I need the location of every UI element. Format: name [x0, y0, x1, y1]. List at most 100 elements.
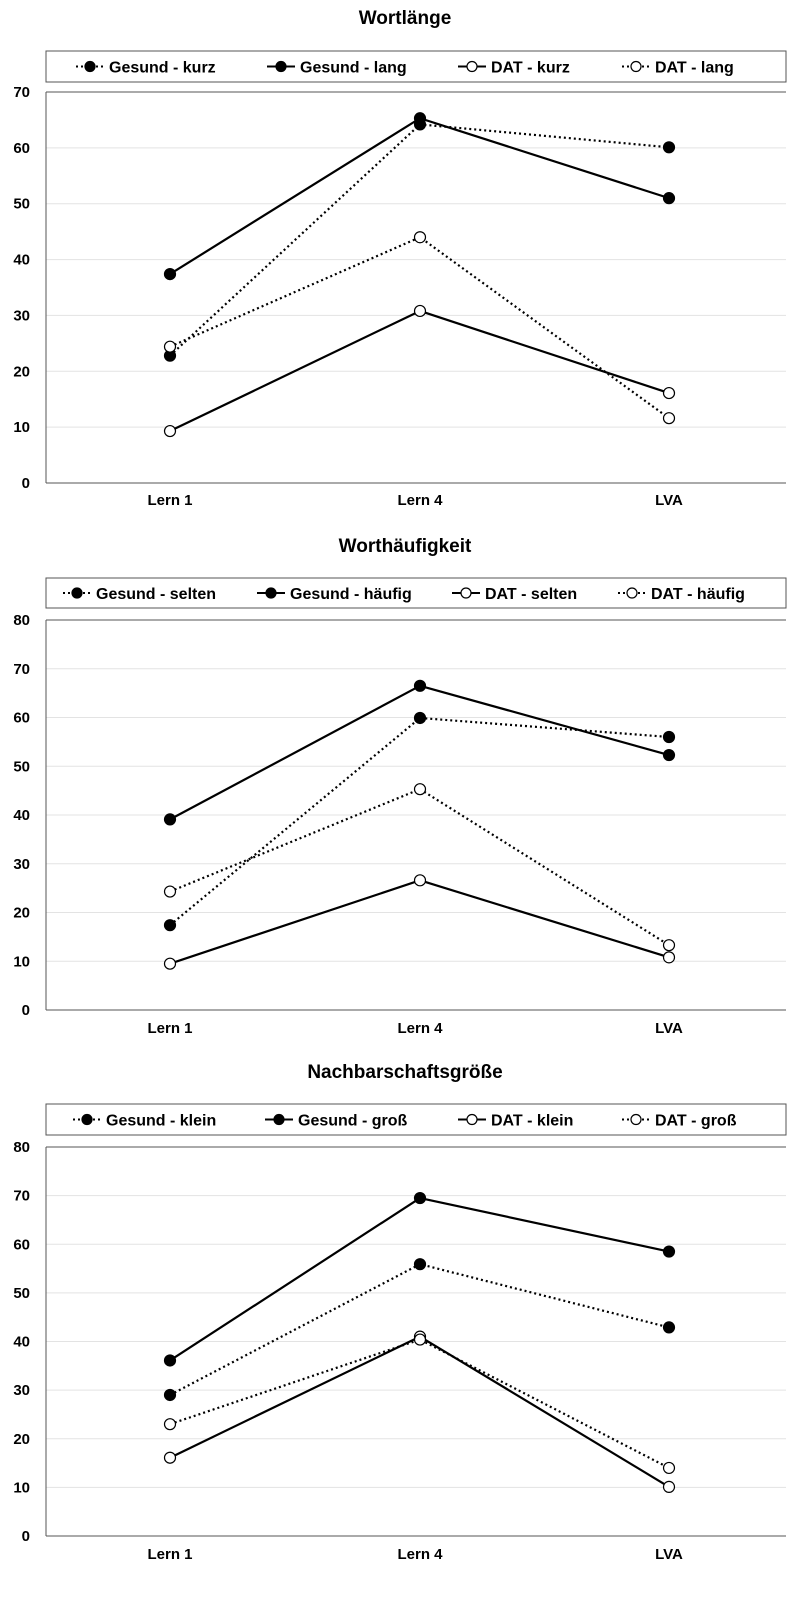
data-point: [662, 951, 676, 964]
series-line: [169, 1335, 670, 1488]
y-tick-label: 40: [13, 1334, 30, 1351]
y-tick-label: 10: [13, 1479, 30, 1496]
legend-entry: DAT - groß: [655, 1113, 737, 1130]
y-tick-label: 60: [13, 710, 30, 727]
data-point: [413, 1191, 427, 1205]
y-tick-label: 70: [13, 1188, 30, 1205]
series-line: [169, 117, 670, 276]
data-point: [163, 267, 177, 281]
y-tick-label: 0: [22, 475, 30, 492]
data-point: [662, 192, 676, 205]
chart-title: Worthäufigkeit: [339, 536, 472, 557]
legend-entry: DAT - kurz: [491, 60, 570, 77]
legend-entry: Gesund - klein: [106, 1113, 216, 1130]
y-tick-label: 0: [22, 1528, 30, 1545]
y-tick-label: 70: [13, 661, 30, 678]
x-tick-label: LVA: [655, 492, 683, 509]
legend-box: [45, 577, 787, 609]
data-point: [662, 1321, 676, 1334]
legend-entry: Gesund - lang: [300, 60, 407, 77]
legend-entry: Gesund - häufig: [290, 586, 412, 603]
data-point: [163, 1451, 177, 1464]
data-point: [662, 730, 676, 744]
y-tick-label: 60: [13, 140, 30, 157]
data-point: [163, 885, 177, 898]
data-point: [413, 711, 427, 725]
x-tick-label: Lern 1: [147, 1546, 192, 1563]
data-point: [413, 304, 427, 318]
data-point: [163, 424, 177, 438]
x-tick-label: Lern 1: [147, 492, 192, 509]
legend-marker: [71, 587, 83, 599]
data-point: [163, 957, 177, 970]
y-tick-label: 20: [13, 905, 30, 922]
legend-box: [45, 50, 787, 83]
legend-marker: [275, 60, 287, 73]
y-tick-label: 0: [22, 1002, 30, 1019]
data-point: [662, 141, 676, 154]
data-point: [662, 386, 676, 400]
data-point: [163, 1418, 177, 1431]
legend-marker: [630, 1113, 642, 1126]
data-point: [662, 1480, 676, 1493]
legend-entry: Gesund - groß: [298, 1113, 408, 1130]
data-point: [413, 1258, 427, 1271]
series-line: [169, 1263, 670, 1396]
legend-marker: [626, 587, 638, 599]
series-line: [169, 1338, 670, 1469]
data-point: [413, 874, 427, 887]
x-tick-label: Lern 4: [397, 1546, 443, 1563]
y-tick-label: 30: [13, 856, 30, 873]
x-tick-label: LVA: [655, 1546, 683, 1563]
legend-marker: [466, 60, 478, 73]
data-point: [662, 412, 676, 425]
data-point: [163, 813, 177, 826]
data-point: [662, 939, 676, 952]
legend-entry: DAT - häufig: [651, 586, 745, 603]
y-tick-label: 20: [13, 363, 30, 380]
y-tick-label: 80: [13, 612, 30, 629]
series-line: [169, 684, 670, 821]
data-point: [413, 112, 427, 125]
y-tick-label: 50: [13, 758, 30, 775]
y-tick-label: 70: [13, 84, 30, 101]
series-line: [169, 236, 670, 420]
x-tick-label: Lern 1: [147, 1020, 192, 1037]
chart-panel-1: Wortlänge Gesund - kurz Gesund - lang DAT -…: [13, 8, 787, 509]
legend-entry: DAT - selten: [485, 586, 577, 603]
x-tick-label: Lern 4: [397, 492, 443, 509]
data-point: [413, 679, 427, 692]
chart-panel-2: Worthäufigkeit Gesund - selten Gesund - hä…: [13, 536, 787, 1037]
legend-marker: [81, 1113, 93, 1126]
chart-title: Nachbarschaftsgröße: [307, 1062, 502, 1083]
y-tick-label: 30: [13, 307, 30, 324]
y-tick-label: 30: [13, 1382, 30, 1399]
data-point: [163, 1354, 177, 1367]
y-tick-label: 20: [13, 1431, 30, 1448]
data-point: [163, 1388, 177, 1402]
y-tick-label: 50: [13, 1285, 30, 1302]
legend-entry: Gesund - kurz: [109, 60, 216, 77]
y-tick-label: 10: [13, 953, 30, 970]
y-tick-label: 50: [13, 196, 30, 213]
legend-entry: DAT - lang: [655, 60, 734, 77]
chart-panel-3: Nachbarschaftsgröße Gesund - klein Gesund …: [13, 1062, 787, 1563]
legend-entry: Gesund - selten: [96, 586, 216, 603]
data-point: [662, 1461, 676, 1475]
legend-marker: [84, 60, 96, 73]
data-point: [413, 1333, 427, 1346]
y-tick-label: 60: [13, 1236, 30, 1253]
legend-box: [45, 1103, 787, 1136]
y-tick-label: 10: [13, 419, 30, 436]
legend-marker: [466, 1113, 478, 1126]
data-point: [662, 1245, 676, 1258]
data-point: [163, 919, 177, 932]
data-point: [163, 340, 177, 353]
legend-marker: [273, 1113, 285, 1126]
data-point: [413, 231, 427, 244]
x-tick-label: Lern 4: [397, 1020, 443, 1037]
series-line: [169, 788, 670, 947]
series-line: [169, 716, 670, 927]
